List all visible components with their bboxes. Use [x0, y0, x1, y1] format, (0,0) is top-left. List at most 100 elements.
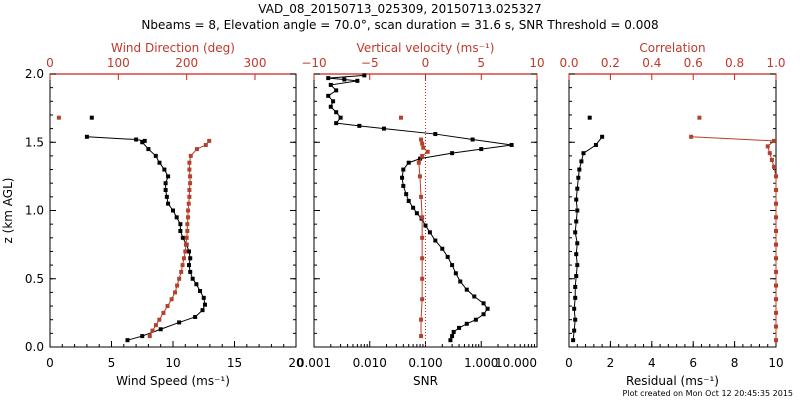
- top-tick-label: 100: [107, 56, 130, 70]
- data-point: [188, 269, 193, 274]
- data-point: [420, 153, 425, 158]
- data-point: [179, 269, 184, 274]
- data-point: [203, 142, 208, 147]
- data-point: [175, 283, 180, 288]
- data-point: [400, 175, 405, 180]
- data-point: [194, 282, 199, 287]
- data-point: [342, 77, 347, 82]
- data-point: [419, 317, 424, 322]
- data-point: [509, 142, 514, 147]
- top-tick-label: −5: [361, 56, 379, 70]
- x-tick-label: 0.010: [353, 356, 387, 370]
- top-tick-label: 0: [46, 56, 54, 70]
- data-point: [416, 160, 421, 165]
- data-point: [381, 126, 386, 131]
- data-point: [593, 142, 598, 147]
- data-point: [153, 323, 158, 328]
- data-point: [425, 149, 430, 154]
- data-point: [171, 208, 175, 213]
- data-point: [464, 321, 469, 326]
- data-point: [419, 137, 424, 142]
- data-point: [771, 138, 776, 143]
- data-point: [134, 137, 139, 142]
- data-point: [420, 297, 425, 302]
- top-tick-label: 0.4: [642, 56, 661, 70]
- data-point: [774, 324, 778, 329]
- data-point: [774, 242, 778, 247]
- data-point: [577, 167, 582, 172]
- data-point: [187, 160, 192, 165]
- data-point: [450, 334, 455, 339]
- y-tick-label: 2.0: [25, 67, 44, 81]
- top-tick-label: 0.6: [684, 56, 703, 70]
- x-tick-label: 0.100: [408, 356, 442, 370]
- data-point: [574, 197, 579, 202]
- data-point: [774, 338, 778, 343]
- data-point: [417, 174, 422, 179]
- data-point: [575, 208, 580, 213]
- data-point: [485, 306, 490, 311]
- data-point: [334, 110, 339, 115]
- data-point: [183, 249, 188, 254]
- data-point: [188, 174, 193, 179]
- x-bottom-label: Wind Speed (ms⁻¹): [116, 374, 230, 388]
- data-point: [326, 93, 331, 98]
- data-point: [190, 276, 195, 281]
- data-point: [84, 134, 89, 139]
- x-top-label: Correlation: [639, 41, 705, 55]
- data-point: [161, 310, 166, 315]
- data-point: [697, 115, 702, 120]
- top-tick-label: 5: [477, 56, 485, 70]
- data-point: [157, 160, 162, 165]
- data-point: [177, 320, 182, 325]
- data-point: [186, 215, 191, 220]
- x-tick-label: 6: [689, 356, 697, 370]
- top-tick-label: 0: [422, 56, 430, 70]
- data-point: [169, 297, 174, 302]
- data-point: [187, 194, 192, 199]
- top-tick-label: 0.0: [559, 56, 578, 70]
- data-point: [420, 235, 425, 240]
- y-tick-label: 1.0: [25, 204, 44, 218]
- series-line: [86, 136, 206, 341]
- data-point: [185, 222, 190, 227]
- top-tick-label: 300: [244, 56, 267, 70]
- y-tick-label: 0.5: [25, 272, 44, 286]
- x-tick-label: 4: [648, 356, 656, 370]
- data-point: [575, 263, 580, 268]
- series-red-3: [697, 115, 702, 120]
- data-point: [157, 317, 162, 322]
- data-point: [458, 279, 463, 284]
- data-point: [186, 263, 191, 268]
- top-tick-label: −10: [301, 56, 326, 70]
- data-point: [774, 174, 778, 179]
- x-bottom-label: SNR: [413, 374, 438, 388]
- data-point: [186, 201, 191, 206]
- data-point: [162, 167, 167, 172]
- data-point: [423, 223, 428, 228]
- data-point: [765, 144, 770, 149]
- data-point: [453, 271, 458, 276]
- data-point: [433, 238, 438, 243]
- data-point: [187, 167, 192, 172]
- series-red-2: [398, 115, 403, 120]
- data-point: [574, 252, 579, 257]
- data-point: [153, 153, 158, 158]
- data-point: [774, 215, 778, 220]
- data-point: [457, 325, 462, 330]
- x-tick-label: 10.000: [495, 356, 537, 370]
- data-point: [771, 164, 776, 169]
- data-point: [572, 328, 577, 333]
- data-point: [481, 312, 486, 317]
- data-point: [600, 134, 605, 139]
- y-tick-label: 0.0: [25, 340, 44, 354]
- data-point: [207, 138, 212, 143]
- data-point: [188, 256, 193, 261]
- data-point: [142, 138, 147, 143]
- x-tick-label: 8: [731, 356, 739, 370]
- data-point: [328, 82, 333, 87]
- series-black-0: [571, 134, 605, 343]
- panel-wind: 0.0 0.5 1.0 1.5 2.0 z (km AGL) 0 5 10 15 20 Wind Sp…: [1, 41, 304, 388]
